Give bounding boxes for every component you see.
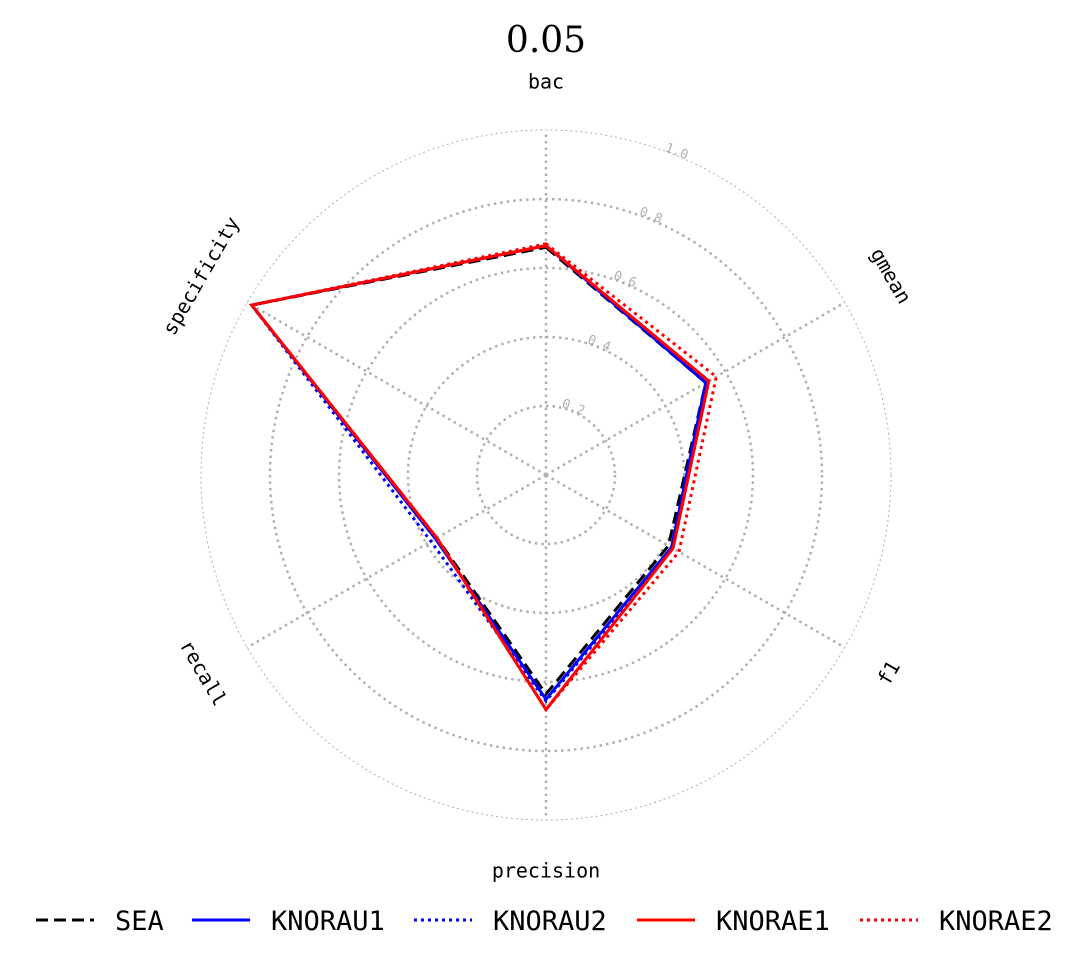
axis-label-precision: precision bbox=[492, 859, 600, 883]
axis-label-bac: bac bbox=[528, 70, 564, 94]
legend-label-knorae1: KNORAE1 bbox=[716, 906, 830, 937]
series-knorae1 bbox=[249, 243, 711, 713]
series-knorau2 bbox=[249, 243, 711, 704]
data-series bbox=[248, 242, 718, 713]
radial-tick-labels: 0.20.40.60.81.0 bbox=[559, 141, 690, 420]
grid-spoke bbox=[246, 473, 547, 649]
radial-tick-label: 1.0 bbox=[663, 141, 690, 164]
grid-circle bbox=[475, 404, 617, 546]
axis-label-gmean: gmean bbox=[866, 244, 917, 308]
axis-label-specificity: specificity bbox=[157, 212, 244, 339]
axis-label-f1: f1 bbox=[872, 656, 905, 689]
legend-label-knorau1: KNORAU1 bbox=[271, 906, 385, 937]
chart-title: 0.05 bbox=[506, 20, 586, 61]
axis-labels: bac gmean f1 precision recall specificity bbox=[157, 70, 916, 883]
grid-spoke bbox=[545, 473, 846, 649]
series-knorau1 bbox=[249, 243, 708, 702]
radar-grid bbox=[200, 129, 892, 821]
series-knorae2 bbox=[249, 242, 718, 713]
grid-spoke bbox=[545, 301, 846, 477]
legend-label-knorau2: KNORAU2 bbox=[493, 906, 607, 937]
grid-spoke bbox=[246, 301, 547, 477]
grid-circle bbox=[337, 266, 755, 684]
axis-label-recall: recall bbox=[175, 635, 232, 710]
legend: SEA KNORAU1 KNORAU2 KNORAE1 KNORAE2 bbox=[36, 906, 1053, 937]
radial-tick-label: 0.2 bbox=[559, 396, 586, 419]
legend-label-sea: SEA bbox=[115, 906, 164, 937]
legend-label-knorae2: KNORAE2 bbox=[939, 906, 1053, 937]
grid-circle bbox=[268, 197, 824, 753]
series-sea bbox=[248, 245, 708, 697]
